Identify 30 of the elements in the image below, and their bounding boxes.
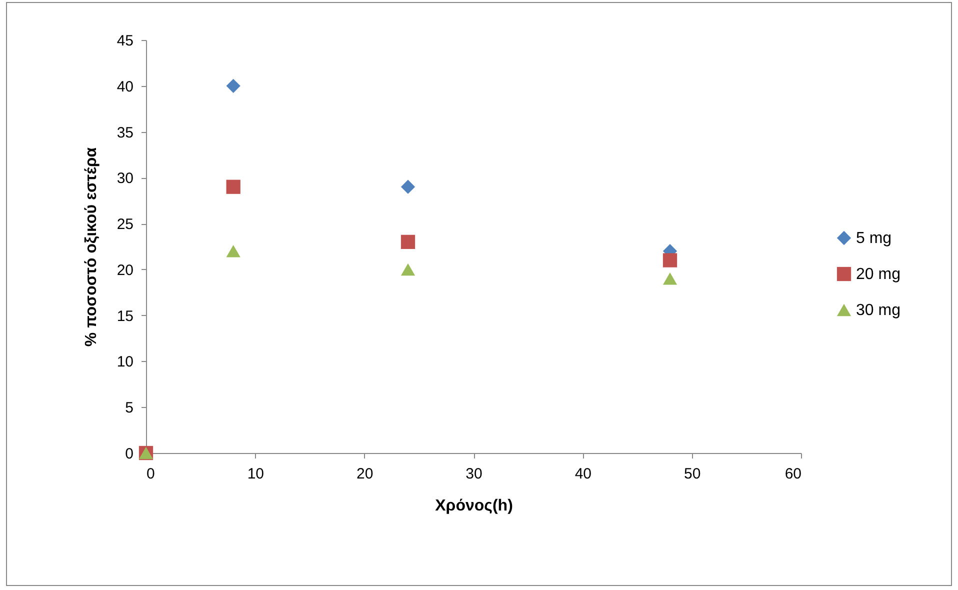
y-tick-label: 0: [125, 446, 134, 462]
x-tick-label: 10: [247, 466, 264, 482]
y-tick-label: 5: [125, 400, 134, 417]
y-tick-label: 40: [116, 78, 134, 96]
y-tick-label: 25: [116, 216, 134, 234]
y-axis-title: % ποσοστό οξικού εστέρα: [82, 147, 100, 347]
legend-label: 5 mg: [856, 230, 892, 247]
point: [662, 253, 678, 268]
x-tick-label: 40: [574, 466, 592, 482]
point: [226, 78, 240, 93]
x-tick-label: 60: [784, 466, 802, 482]
y-tick-label: 35: [116, 124, 134, 142]
point: [400, 263, 416, 276]
x-tick-label: 50: [684, 466, 701, 482]
x-tick-label: 0: [146, 466, 155, 482]
x-tick-label: 30: [466, 466, 482, 482]
point: [400, 180, 416, 194]
point: [226, 180, 240, 194]
point: [400, 234, 416, 249]
legend-label: 30 mg: [856, 302, 900, 319]
y-tick-label: 15: [116, 308, 134, 325]
y-tick-label: 10: [116, 354, 134, 371]
legend-label: 20 mg: [856, 266, 900, 283]
point: [662, 272, 678, 285]
y-tick-label: 30: [116, 170, 134, 188]
x-axis-title: Χρόνος(h): [435, 498, 513, 514]
y-tick-label: 20: [116, 262, 134, 279]
point: [226, 244, 240, 258]
x-tick-label: 20: [356, 466, 374, 482]
y-tick-label: 45: [116, 32, 134, 50]
